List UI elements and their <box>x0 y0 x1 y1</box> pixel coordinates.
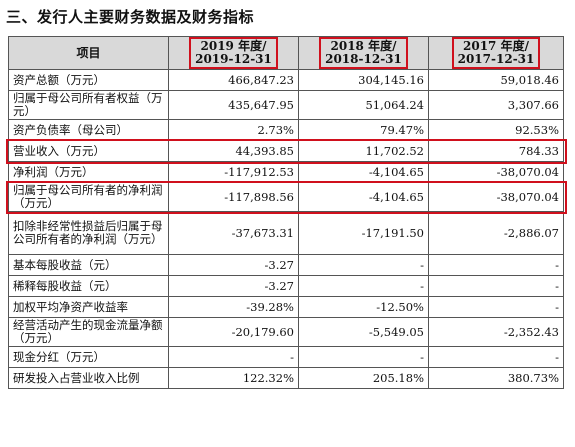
row-label: 资产总额（万元） <box>8 69 169 91</box>
cell-2019: 435,647.95 <box>168 90 299 120</box>
cell-2018: 51,064.24 <box>298 90 429 120</box>
cell-2017: - <box>428 275 564 297</box>
cell-2019: -3.27 <box>168 254 299 276</box>
row-label: 现金分红（万元） <box>8 346 169 368</box>
table-row-highlighted: 营业收入（万元） 44,393.85 11,702.52 784.33 <box>8 140 564 162</box>
row-label: 营业收入（万元） <box>8 140 169 162</box>
table-row: 资产负债率（母公司） 2.73% 79.47% 92.53% <box>8 119 564 141</box>
section-title: 三、发行人主要财务数据及财务指标 <box>6 8 255 26</box>
financial-data-table: 项目 2019 年度/2019-12-31 2018 年度/2018-12-31… <box>8 36 564 389</box>
table-row: 扣除非经常性损益后归属于母公司所有者的净利润（万元） -37,673.31 -1… <box>8 211 564 255</box>
row-label: 经营活动产生的现金流量净额（万元） <box>8 317 169 347</box>
cell-2019: 466,847.23 <box>168 69 299 91</box>
table-row: 资产总额（万元） 466,847.23 304,145.16 59,018.46 <box>8 69 564 91</box>
table-row: 加权平均净资产收益率 -39.28% -12.50% - <box>8 296 564 318</box>
table-row-highlighted: 归属于母公司所有者的净利润（万元） -117,898.56 -4,104.65 … <box>8 182 564 212</box>
cell-2019: -3.27 <box>168 275 299 297</box>
header-2017-highlight: 2017 年度/2017-12-31 <box>451 37 541 69</box>
header-2017: 2017 年度/2017-12-31 <box>428 36 564 70</box>
cell-2019: 44,393.85 <box>168 140 299 162</box>
cell-2019: -39.28% <box>168 296 299 318</box>
table-row: 稀释每股收益（元） -3.27 - - <box>8 275 564 297</box>
row-label: 净利润（万元） <box>8 161 169 183</box>
header-item: 项目 <box>8 36 169 70</box>
row-label: 资产负债率（母公司） <box>8 119 169 141</box>
table-row: 研发投入占营业收入比例 122.32% 205.18% 380.73% <box>8 367 564 389</box>
cell-2019: 2.73% <box>168 119 299 141</box>
cell-2017: - <box>428 296 564 318</box>
cell-2018: - <box>298 346 429 368</box>
row-label: 扣除非经常性损益后归属于母公司所有者的净利润（万元） <box>8 211 169 255</box>
cell-2018: 304,145.16 <box>298 69 429 91</box>
row-label: 加权平均净资产收益率 <box>8 296 169 318</box>
cell-2019: - <box>168 346 299 368</box>
table-row: 经营活动产生的现金流量净额（万元） -20,179.60 -5,549.05 -… <box>8 317 564 347</box>
cell-2018: -17,191.50 <box>298 211 429 255</box>
cell-2017: -38,070.04 <box>428 182 564 212</box>
table-row: 净利润（万元） -117,912.53 -4,104.65 -38,070.04 <box>8 161 564 183</box>
cell-2018: -4,104.65 <box>298 161 429 183</box>
cell-2017: -38,070.04 <box>428 161 564 183</box>
cell-2019: -20,179.60 <box>168 317 299 347</box>
cell-2017: - <box>428 346 564 368</box>
table-row: 归属于母公司所有者权益（万元） 435,647.95 51,064.24 3,3… <box>8 90 564 120</box>
cell-2018: -5,549.05 <box>298 317 429 347</box>
cell-2017: -2,352.43 <box>428 317 564 347</box>
cell-2018: 205.18% <box>298 367 429 389</box>
cell-2017: -2,886.07 <box>428 211 564 255</box>
cell-2017: 380.73% <box>428 367 564 389</box>
cell-2017: 3,307.66 <box>428 90 564 120</box>
cell-2018: -12.50% <box>298 296 429 318</box>
cell-2017: - <box>428 254 564 276</box>
row-label: 稀释每股收益（元） <box>8 275 169 297</box>
cell-2018: 79.47% <box>298 119 429 141</box>
cell-2019: -117,912.53 <box>168 161 299 183</box>
table-row: 基本每股收益（元） -3.27 - - <box>8 254 564 276</box>
cell-2017: 59,018.46 <box>428 69 564 91</box>
cell-2018: - <box>298 275 429 297</box>
cell-2018: - <box>298 254 429 276</box>
row-label: 归属于母公司所有者权益（万元） <box>8 90 169 120</box>
row-label: 研发投入占营业收入比例 <box>8 367 169 389</box>
cell-2017: 92.53% <box>428 119 564 141</box>
cell-2019: -117,898.56 <box>168 182 299 212</box>
cell-2017: 784.33 <box>428 140 564 162</box>
table-row: 现金分红（万元） - - - <box>8 346 564 368</box>
row-label: 归属于母公司所有者的净利润（万元） <box>8 182 169 212</box>
header-2019-highlight: 2019 年度/2019-12-31 <box>189 37 278 69</box>
cell-2018: -4,104.65 <box>298 182 429 212</box>
cell-2019: -37,673.31 <box>168 211 299 255</box>
header-2019: 2019 年度/2019-12-31 <box>168 36 299 70</box>
header-2018-highlight: 2018 年度/2018-12-31 <box>319 37 408 69</box>
header-2018: 2018 年度/2018-12-31 <box>298 36 429 70</box>
cell-2019: 122.32% <box>168 367 299 389</box>
cell-2018: 11,702.52 <box>298 140 429 162</box>
row-label: 基本每股收益（元） <box>8 254 169 276</box>
table-header-row: 项目 2019 年度/2019-12-31 2018 年度/2018-12-31… <box>8 36 564 70</box>
